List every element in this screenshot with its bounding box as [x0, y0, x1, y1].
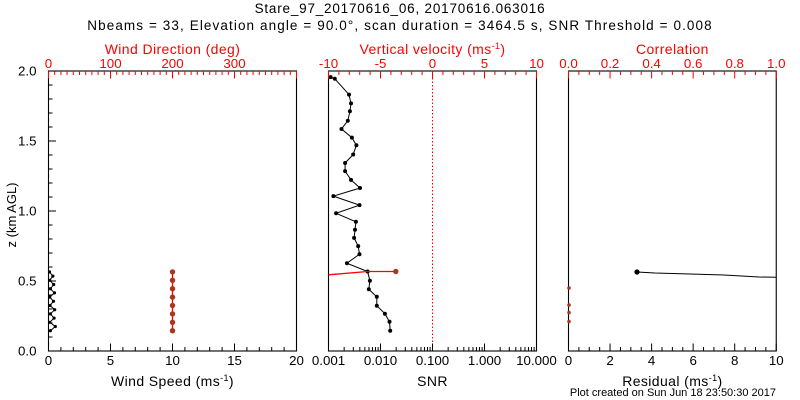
- svg-text:0: 0: [45, 353, 52, 368]
- svg-text:300: 300: [223, 56, 245, 71]
- svg-text:0.0: 0.0: [18, 344, 37, 359]
- svg-text:0.6: 0.6: [684, 56, 703, 71]
- svg-text:1.0: 1.0: [18, 204, 37, 219]
- svg-text:Plot created on Sun Jun 18 23:: Plot created on Sun Jun 18 23:50:30 2017: [570, 387, 776, 399]
- svg-text:10.000: 10.000: [516, 353, 557, 368]
- svg-text:0.8: 0.8: [725, 56, 744, 71]
- svg-text:0.2: 0.2: [601, 56, 620, 71]
- svg-text:0.5: 0.5: [18, 274, 37, 289]
- svg-text:Nbeams = 33, Elevation angle =: Nbeams = 33, Elevation angle = 90.0°, sc…: [87, 18, 713, 33]
- svg-text:0.010: 0.010: [364, 353, 397, 368]
- svg-text:Wind Direction (deg): Wind Direction (deg): [105, 41, 241, 57]
- svg-text:20: 20: [289, 353, 304, 368]
- svg-text:5: 5: [107, 353, 114, 368]
- svg-text:4: 4: [648, 353, 655, 368]
- svg-text:5: 5: [481, 56, 488, 71]
- svg-text:Vertical velocity (ms-1): Vertical velocity (ms-1): [360, 41, 506, 57]
- svg-text:1.0: 1.0: [767, 56, 786, 71]
- svg-text:10: 10: [529, 56, 544, 71]
- svg-text:-10: -10: [319, 56, 338, 71]
- svg-text:0: 0: [45, 56, 52, 71]
- svg-text:10: 10: [165, 353, 180, 368]
- svg-text:-5: -5: [375, 56, 387, 71]
- svg-text:10: 10: [769, 353, 784, 368]
- svg-text:1.5: 1.5: [18, 134, 37, 149]
- svg-text:z (km AGL): z (km AGL): [4, 182, 19, 247]
- svg-text:100: 100: [99, 56, 121, 71]
- svg-text:Wind Speed (ms-1): Wind Speed (ms-1): [111, 373, 234, 389]
- svg-text:8: 8: [731, 353, 738, 368]
- svg-text:Correlation: Correlation: [636, 41, 709, 57]
- svg-text:0.100: 0.100: [416, 353, 449, 368]
- svg-text:0.001: 0.001: [312, 353, 345, 368]
- svg-text:15: 15: [227, 353, 242, 368]
- svg-text:SNR: SNR: [417, 373, 448, 389]
- svg-text:0: 0: [429, 56, 436, 71]
- svg-text:200: 200: [161, 56, 183, 71]
- svg-text:0.0: 0.0: [559, 56, 578, 71]
- svg-text:0.4: 0.4: [642, 56, 661, 71]
- svg-text:2.0: 2.0: [18, 64, 37, 79]
- svg-text:Stare_97_20170616_06, 20170616: Stare_97_20170616_06, 20170616.063016: [255, 1, 546, 16]
- svg-text:6: 6: [689, 353, 696, 368]
- svg-text:1.000: 1.000: [468, 353, 501, 368]
- svg-text:0: 0: [565, 353, 572, 368]
- svg-text:2: 2: [606, 353, 613, 368]
